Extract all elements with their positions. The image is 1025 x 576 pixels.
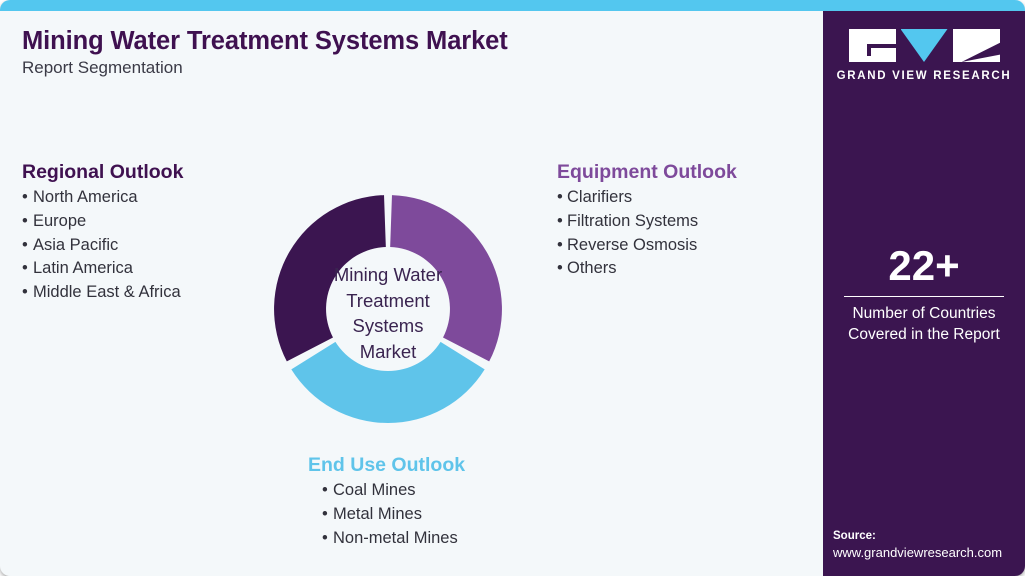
list-item: • Metal Mines — [322, 503, 465, 527]
main-content-area: Mining Water Treatment Systems Market Re… — [0, 11, 823, 576]
bullet-icon: • — [22, 235, 28, 254]
list-item: • Non-metal Mines — [322, 527, 465, 551]
list-item: • Middle East & Africa — [22, 281, 183, 305]
donut-svg — [274, 195, 502, 423]
list-item-label: Others — [567, 259, 617, 278]
list-item-label: Europe — [33, 211, 87, 230]
stat-caption-line-1: Number of Countries — [852, 305, 996, 322]
list-item: • Filtration Systems — [557, 210, 737, 234]
stat-divider — [844, 296, 1004, 297]
list-item: • Reverse Osmosis — [557, 234, 737, 258]
equipment-outlook-heading: Equipment Outlook — [557, 161, 737, 183]
bullet-icon: • — [22, 259, 28, 278]
end-use-outlook-heading: End Use Outlook — [308, 454, 466, 476]
bullet-icon: • — [557, 188, 563, 206]
bullet-icon: • — [22, 283, 28, 302]
list-item: • Clarifiers — [557, 186, 737, 210]
bullet-icon: • — [322, 481, 328, 499]
equipment-outlook-block: Equipment Outlook • Clarifiers • Filtratio… — [557, 161, 737, 281]
regional-outlook-block: Regional Outlook • North America • Europe … — [22, 161, 183, 305]
equipment-outlook-list: • Clarifiers • Filtration Systems • Reverse… — [557, 186, 737, 281]
bullet-icon: • — [557, 211, 563, 230]
list-item-label: Filtration Systems — [567, 211, 699, 230]
donut-segment-end-use — [291, 341, 485, 423]
logo-letter-v-triangle-icon — [900, 29, 948, 62]
list-item-label: Metal Mines — [333, 504, 422, 523]
source-url[interactable]: www.grandviewresearch.com — [833, 545, 1003, 560]
list-item-label: Middle East & Africa — [33, 283, 181, 302]
list-item: • Coal Mines — [322, 479, 465, 503]
bullet-icon: • — [322, 504, 328, 523]
logo-letter-r-icon — [952, 29, 1000, 62]
regional-outlook-list: • North America • Europe • Asia Pacific • La… — [22, 186, 183, 305]
stat-value: 22+ — [888, 242, 960, 289]
regional-outlook-heading: Regional Outlook — [22, 161, 184, 183]
page-subtitle: Report Segmentation — [22, 58, 183, 77]
list-item: • Asia Pacific — [22, 234, 183, 258]
page-title: Mining Water Treatment Systems Market — [22, 27, 508, 55]
right-sidebar: GRAND VIEW RESEARCH 22+ Number of Countr… — [823, 11, 1025, 576]
bullet-icon: • — [22, 211, 28, 230]
bullet-icon: • — [22, 188, 28, 206]
list-item-label: Asia Pacific — [33, 235, 119, 254]
list-item: • Others — [557, 257, 737, 281]
list-item-label: Non-metal Mines — [333, 528, 458, 547]
logo-r-wedge — [961, 42, 1000, 62]
bullet-icon: • — [557, 259, 563, 278]
end-use-outlook-list: • Coal Mines • Metal Mines • Non-metal Mine… — [308, 479, 465, 550]
end-use-outlook-block: End Use Outlook • Coal Mines • Metal Mines… — [308, 454, 465, 550]
logo-g-bar — [866, 44, 896, 48]
logo-marks — [823, 29, 1025, 62]
donut-segment-regional — [274, 195, 386, 362]
donut-segment-equipment — [390, 195, 502, 362]
list-item: • North America — [22, 186, 183, 210]
source-footer: Source: www.grandviewresearch.com — [833, 528, 1025, 562]
source-label: Source: — [833, 530, 876, 542]
list-item-label: Coal Mines — [333, 481, 416, 499]
list-item-label: Clarifiers — [567, 188, 633, 206]
list-item-label: North America — [33, 188, 138, 206]
logo-g-stem — [866, 44, 871, 56]
segmentation-donut-chart: Mining Water Treatment Systems Market — [248, 169, 528, 449]
brand-name: GRAND VIEW RESEARCH — [836, 70, 1012, 82]
list-item: • Latin America — [22, 257, 183, 281]
list-item-label: Latin America — [33, 259, 133, 278]
country-count-stat: 22+ Number of Countries Covered in the R… — [823, 243, 1025, 345]
stat-caption: Number of Countries Covered in the Repor… — [823, 303, 1025, 345]
top-accent-bar — [0, 0, 1025, 11]
bullet-icon: • — [557, 235, 563, 254]
logo-letter-g-icon — [848, 29, 896, 62]
list-item: • Europe — [22, 210, 183, 234]
brand-logo: GRAND VIEW RESEARCH — [823, 29, 1025, 82]
stat-caption-line-2: Covered in the Report — [848, 326, 1000, 343]
list-item-label: Reverse Osmosis — [567, 235, 698, 254]
bullet-icon: • — [322, 528, 328, 547]
